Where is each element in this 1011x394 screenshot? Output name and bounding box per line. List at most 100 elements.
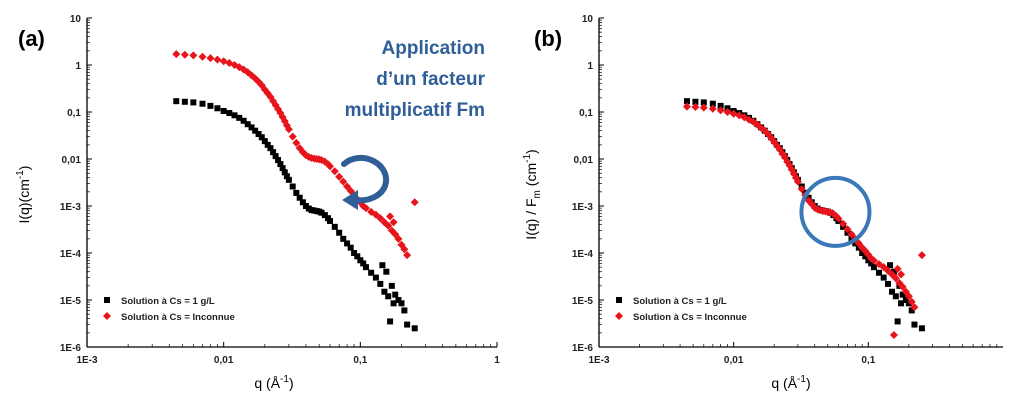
x-axis-title: q (Å-1) bbox=[771, 374, 810, 391]
data-point-diamond bbox=[893, 264, 902, 273]
x-axis-title-sup: -1 bbox=[280, 374, 289, 385]
y-tick-label: 1E-3 bbox=[572, 202, 594, 213]
data-point-square bbox=[351, 250, 358, 256]
data-point-diamond bbox=[716, 106, 725, 115]
data-point-square bbox=[236, 114, 243, 121]
data-point-square bbox=[331, 223, 338, 230]
data-point-diamond bbox=[403, 251, 412, 260]
data-point-diamond bbox=[189, 51, 198, 60]
data-point-square bbox=[700, 99, 707, 106]
data-point-square bbox=[899, 291, 906, 298]
data-point-square bbox=[296, 194, 303, 201]
data-point-diamond bbox=[907, 297, 916, 306]
data-point-square bbox=[327, 217, 334, 224]
x-tick-label: 0,1 bbox=[861, 355, 875, 366]
data-point-diamond bbox=[699, 103, 708, 112]
data-point-square bbox=[264, 141, 271, 148]
x-axis-title-main: q (Å bbox=[254, 375, 280, 391]
data-point-diamond bbox=[326, 162, 335, 171]
series-1 bbox=[172, 50, 419, 260]
data-point-square bbox=[911, 321, 918, 328]
chart-panel-b: (b) 1E-6 1E-5 1E-4 1E-3 0,01 0,1 1 10 1E-3 0,01 0,1… bbox=[506, 0, 1011, 394]
legend-label: Solution à Cs = 1 g/L bbox=[633, 296, 727, 307]
data-point-square bbox=[279, 165, 286, 172]
data-point-square bbox=[190, 99, 197, 106]
data-point-diamond bbox=[879, 263, 888, 272]
chart-b-svg: (b) 1E-6 1E-5 1E-4 1E-3 0,01 0,1 1 10 1E-3 0,01 0,1… bbox=[522, 14, 1003, 391]
data-point-diamond bbox=[198, 52, 207, 61]
data-point-diamond bbox=[847, 230, 856, 239]
data-point-square bbox=[347, 244, 354, 251]
data-point-square bbox=[862, 253, 869, 260]
data-point-square bbox=[381, 288, 388, 295]
data-point-square bbox=[385, 293, 392, 300]
y-axis-title-close: ) bbox=[16, 166, 32, 171]
data-point-square bbox=[272, 153, 279, 160]
y-tick-label: 1E-6 bbox=[572, 343, 594, 354]
data-point-square bbox=[289, 183, 296, 190]
y-tick-label: 1E-6 bbox=[60, 343, 82, 354]
rotation-arrow-head bbox=[342, 190, 358, 210]
data-point-square bbox=[870, 264, 877, 271]
legend-marker-square bbox=[616, 297, 622, 303]
data-point-square bbox=[261, 138, 268, 145]
data-point-square bbox=[390, 300, 397, 307]
data-point-diamond bbox=[843, 225, 852, 234]
y-axis-title-main: I(q)(cm bbox=[16, 179, 32, 223]
data-point-square bbox=[859, 250, 866, 256]
data-point-diamond bbox=[400, 245, 409, 254]
y-tick-label: 0,1 bbox=[67, 108, 81, 119]
data-point-diamond bbox=[206, 54, 215, 63]
legend-marker-square bbox=[104, 297, 110, 303]
data-point-square bbox=[865, 257, 872, 264]
y-tick-label: 1 bbox=[75, 61, 81, 72]
data-point-square bbox=[880, 274, 887, 281]
data-point-square bbox=[362, 264, 369, 271]
data-point-square bbox=[692, 98, 699, 105]
data-point-diamond bbox=[361, 204, 370, 213]
data-point-diamond bbox=[394, 234, 403, 243]
annotation-text: multiplicatif Fm bbox=[345, 100, 485, 121]
series-0 bbox=[173, 98, 418, 332]
data-point-square bbox=[214, 105, 221, 112]
data-point-diamond bbox=[386, 212, 395, 221]
y-axis-title: I(q)(cm-1) bbox=[15, 166, 32, 224]
data-point-diamond bbox=[864, 250, 873, 259]
data-point-square bbox=[354, 253, 361, 260]
panel-label: (b) bbox=[534, 26, 562, 51]
data-point-square bbox=[887, 262, 894, 269]
y-axis-title-close: ) bbox=[523, 149, 539, 154]
data-point-diamond bbox=[410, 198, 419, 207]
data-point-square bbox=[244, 121, 251, 128]
data-point-square bbox=[387, 318, 394, 325]
data-point-diamond bbox=[797, 184, 806, 193]
data-point-diamond bbox=[172, 50, 181, 59]
data-point-square bbox=[252, 127, 259, 134]
data-point-square bbox=[892, 293, 899, 300]
x-tick-label: 1 bbox=[494, 355, 500, 366]
data-point-square bbox=[255, 131, 262, 138]
data-point-square bbox=[398, 300, 405, 307]
data-point-square bbox=[889, 288, 896, 295]
data-point-square bbox=[258, 134, 265, 141]
data-point-diamond bbox=[869, 256, 878, 265]
data-point-square bbox=[908, 307, 915, 314]
data-point-square bbox=[267, 145, 274, 152]
data-point-diamond bbox=[745, 115, 754, 124]
panel-label: (a) bbox=[18, 26, 45, 51]
data-point-square bbox=[231, 112, 238, 119]
data-point-diamond bbox=[904, 292, 913, 301]
data-point-square bbox=[248, 124, 255, 131]
x-axis-title-close: ) bbox=[289, 375, 294, 391]
data-point-square bbox=[207, 102, 214, 109]
data-point-square bbox=[388, 282, 395, 289]
y-tick-label: 0,01 bbox=[62, 155, 82, 166]
data-point-square bbox=[885, 280, 892, 287]
annotation-text: d’un facteur bbox=[376, 69, 485, 90]
x-tick-label: 0,01 bbox=[724, 355, 744, 366]
data-point-diamond bbox=[723, 108, 732, 116]
y-tick-label: 10 bbox=[582, 14, 594, 25]
data-point-diamond bbox=[891, 274, 900, 283]
data-point-square bbox=[902, 297, 909, 303]
series-1 bbox=[682, 102, 926, 340]
